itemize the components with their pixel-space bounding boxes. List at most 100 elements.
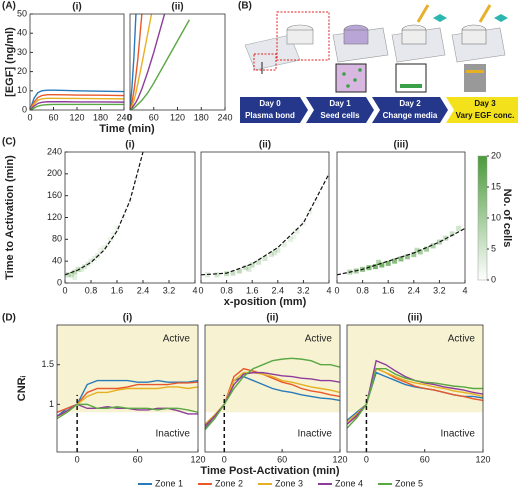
heatmap-cell bbox=[104, 242, 110, 248]
axes-frame bbox=[56, 324, 199, 453]
series-line bbox=[130, 14, 143, 110]
annotation: Active bbox=[163, 334, 191, 345]
x-axis-label: x-position (mm) bbox=[224, 296, 307, 308]
legend-label: Zone 4 bbox=[335, 478, 363, 488]
annotation: Active bbox=[448, 334, 476, 345]
x-tick-label: 180 bbox=[194, 112, 209, 122]
series-line bbox=[30, 101, 124, 110]
heatmap-cell bbox=[417, 249, 423, 255]
x-tick-label: 60 bbox=[420, 454, 430, 464]
x-tick-label: 240 bbox=[116, 112, 131, 122]
y-tick-label: 240 bbox=[47, 146, 62, 156]
heatmap-cell bbox=[249, 262, 255, 268]
x-tick-label: 0 bbox=[27, 112, 32, 122]
x-tick-label: 4 bbox=[462, 285, 467, 295]
y-tick-label: 40 bbox=[52, 256, 62, 266]
y-tick-label: 40 bbox=[17, 28, 27, 38]
x-tick-label: 4 bbox=[326, 285, 331, 295]
y-tick-label: 120 bbox=[47, 212, 62, 222]
heatmap-cell bbox=[291, 234, 297, 240]
heatmap-cell bbox=[69, 272, 74, 278]
step-label: Plasma bond bbox=[245, 111, 295, 120]
plot-area bbox=[337, 225, 465, 276]
series-line bbox=[130, 19, 190, 110]
plot-area bbox=[205, 325, 340, 431]
series-line bbox=[57, 386, 198, 417]
heatmap-cell bbox=[243, 265, 249, 271]
heatmap-cell bbox=[214, 272, 220, 278]
heatmap-cell bbox=[72, 269, 78, 275]
x-tick-label: 1.6 bbox=[382, 285, 395, 295]
x-tick-label: 0 bbox=[198, 285, 203, 295]
colorbar bbox=[477, 155, 488, 281]
step-label: Vary EGF conc. bbox=[456, 111, 515, 120]
y-axis-label: Time to Activation (min) bbox=[4, 155, 16, 280]
heatmap-cell bbox=[268, 252, 274, 258]
heatmap-cell bbox=[72, 275, 78, 281]
colorbar-label: No. of cells bbox=[501, 189, 513, 248]
colorbar-tick-label: 15 bbox=[491, 181, 501, 191]
series-line bbox=[30, 103, 124, 110]
x-tick-label: 120 bbox=[190, 454, 205, 464]
heatmap-cell bbox=[262, 255, 268, 261]
colorbar-tick-label: 0 bbox=[491, 274, 496, 284]
axes-frame bbox=[129, 13, 226, 111]
heatmap-cell bbox=[449, 231, 455, 237]
plot-area bbox=[201, 173, 329, 278]
step-day: Day 0 bbox=[259, 99, 281, 108]
x-tick-label: 1.6 bbox=[111, 285, 124, 295]
heatmap-cell bbox=[121, 215, 126, 220]
y-tick-label: 0 bbox=[57, 277, 62, 287]
heatmap-cell bbox=[294, 228, 300, 234]
heatmap-cell bbox=[436, 239, 442, 245]
panel-label: (B) bbox=[238, 1, 252, 12]
heatmap-cell bbox=[98, 247, 104, 253]
step-day: Day 1 bbox=[329, 99, 351, 108]
x-tick-label: 60 bbox=[277, 454, 287, 464]
heatmap-cell bbox=[65, 272, 71, 278]
y-axis-label: [EGF] (ng/ml) bbox=[4, 27, 16, 97]
axes-frame bbox=[64, 151, 196, 284]
step-label: Change media bbox=[383, 111, 438, 120]
heatmap-cell bbox=[281, 242, 287, 248]
y-tick-label: 30 bbox=[17, 47, 27, 57]
fit-curve bbox=[201, 173, 329, 276]
x-tick-label: 240 bbox=[217, 112, 232, 122]
heatmap-cell bbox=[414, 247, 420, 253]
heatmap-cell bbox=[411, 252, 417, 258]
plot-area bbox=[347, 325, 483, 429]
step-day: Day 3 bbox=[474, 99, 496, 108]
heatmap-cell bbox=[230, 270, 236, 276]
annotation: Inactive bbox=[156, 429, 191, 440]
y-tick-label: 20 bbox=[17, 66, 27, 76]
y-tick-label: 200 bbox=[47, 168, 62, 178]
x-tick-label: 1.6 bbox=[246, 285, 259, 295]
x-tick-label: 0.8 bbox=[356, 285, 369, 295]
annotation: Inactive bbox=[441, 429, 476, 440]
x-tick-label: 0 bbox=[62, 285, 67, 295]
heatmap-cell bbox=[272, 250, 278, 256]
x-tick-label: 120 bbox=[332, 454, 347, 464]
plot-area bbox=[57, 325, 198, 420]
series-line bbox=[30, 97, 124, 110]
x-tick-label: 0 bbox=[334, 285, 339, 295]
heatmap-cell bbox=[456, 225, 462, 231]
panel-title: (i) bbox=[72, 2, 81, 13]
step-label: Seed cells bbox=[320, 111, 360, 120]
heatmap-cell bbox=[404, 254, 410, 260]
heatmap-cell bbox=[424, 246, 430, 252]
axes-frame bbox=[346, 324, 484, 453]
heatmap-cell bbox=[275, 247, 281, 253]
heatmap-cell bbox=[385, 260, 391, 266]
heatmap-cell bbox=[101, 245, 107, 251]
y-axis-label: CNRᵢ bbox=[16, 375, 28, 401]
protocol-diagram: Day 0 Plasma bond Day 1 Seed cells Day 2… bbox=[240, 4, 518, 123]
panel-label: (D) bbox=[2, 313, 16, 324]
step-day: Day 2 bbox=[399, 99, 421, 108]
heatmap-cell bbox=[288, 236, 294, 242]
x-tick-label: 60 bbox=[48, 112, 58, 122]
y-tick-label: 0 bbox=[22, 104, 27, 114]
panel-title: (i) bbox=[125, 140, 134, 151]
plot-area bbox=[30, 89, 124, 110]
